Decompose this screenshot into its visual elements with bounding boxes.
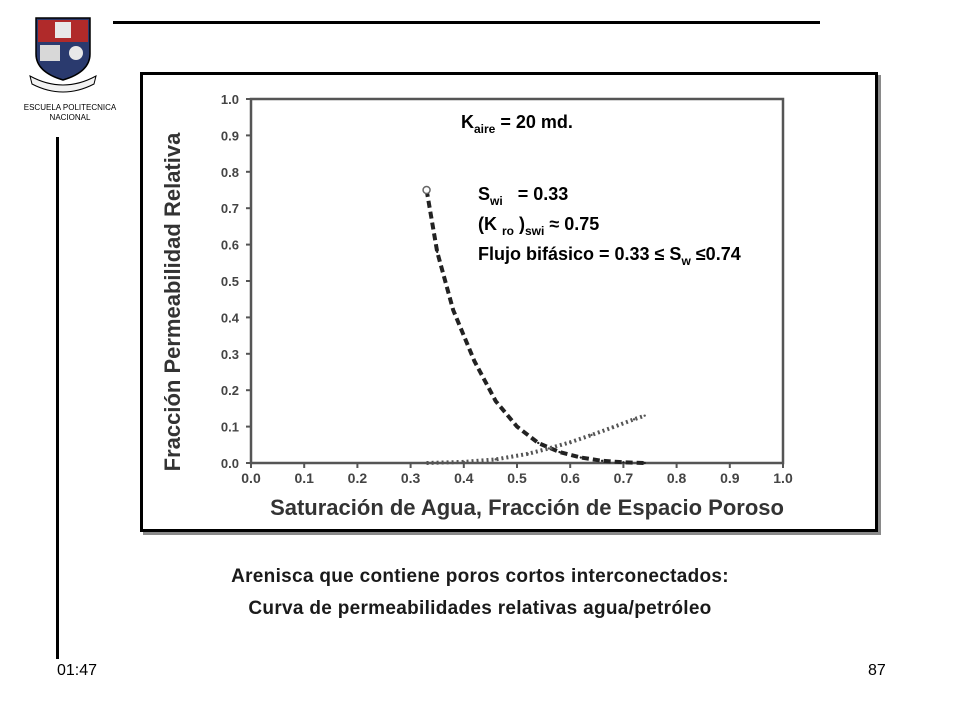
y-tick-label: 0.9	[221, 128, 239, 143]
data-point-series-1	[643, 461, 646, 465]
series-line-1	[424, 189, 645, 465]
data-point-series-2	[632, 418, 636, 421]
data-point-series-2	[462, 460, 465, 464]
data-point-series-1	[494, 399, 497, 403]
x-tick-label: 0.8	[667, 470, 687, 486]
y-tick-label: 0.2	[221, 383, 239, 398]
top-rule	[113, 21, 820, 24]
x-tick-label: 0.4	[454, 470, 474, 486]
caption-line2: Curva de permeabilidades relativas agua/…	[248, 598, 712, 619]
y-tick-label: 0.1	[221, 420, 239, 435]
kaire-annotation: Kaire = 20 md.	[461, 112, 573, 136]
data-point-series-1	[622, 461, 625, 464]
data-point-series-1	[515, 425, 519, 428]
x-tick-label: 1.0	[773, 470, 793, 486]
y-tick-label: 0.5	[221, 274, 239, 289]
flujo-annotation: Flujo bifásico = 0.33 ≤ Sw ≤0.74	[478, 244, 741, 268]
data-point-series-2	[526, 452, 529, 456]
institution-line1: ESCUELA POLITECNICA	[23, 103, 117, 112]
data-point-series-2	[590, 433, 593, 437]
y-tick-label: 0.8	[221, 165, 239, 180]
page-number: 87	[868, 662, 886, 679]
y-axis-label: Fracción Permeabilidad Relativa	[160, 132, 185, 471]
x-tick-label: 0.2	[348, 470, 368, 486]
y-tick-label: 0.4	[221, 310, 240, 325]
data-point-series-1	[579, 456, 583, 459]
data-point-series-2	[643, 414, 646, 417]
data-point-series-2	[611, 426, 614, 429]
data-point-series-1	[451, 308, 455, 312]
x-tick-label: 0.1	[294, 470, 314, 486]
start-point-marker	[422, 185, 431, 195]
relative-permeability-chart: Fracción Permeabilidad Relativa Saturaci…	[160, 92, 793, 520]
institution-name: ESCUELA POLITECNICA NACIONAL	[0, 103, 140, 123]
x-axis-label: Saturación de Agua, Fracción de Espacio …	[270, 495, 784, 520]
caption-line1: Arenisca que contiene poros cortos inter…	[231, 566, 729, 587]
data-point-series-2	[569, 441, 572, 444]
kro-annotation: (K ro )swi ≈ 0.75	[478, 214, 599, 238]
institution-logo	[29, 17, 97, 93]
x-tick-label: 0.7	[614, 470, 634, 486]
x-tick-label: 0.6	[560, 470, 580, 486]
x-tick-label: 0.3	[401, 470, 421, 486]
left-rule	[56, 137, 59, 659]
y-tick-label: 1.0	[221, 92, 239, 107]
chart-frame: Fracción Permeabilidad Relativa Saturaci…	[140, 72, 878, 532]
x-tick-label: 0.0	[241, 470, 261, 486]
x-tick-label: 0.5	[507, 470, 527, 486]
data-point-series-2	[494, 458, 497, 461]
y-tick-label: 0.7	[221, 201, 239, 216]
institution-line2: NACIONAL	[49, 113, 91, 122]
data-point-series-1	[436, 250, 439, 254]
data-point-series-2	[425, 461, 428, 465]
plot-area-border	[249, 97, 785, 465]
y-tick-label: 0.3	[221, 347, 239, 362]
y-tick-label: 0.0	[221, 456, 239, 471]
data-point-series-1	[558, 450, 561, 454]
data-point-series-1	[537, 441, 540, 445]
footer-time: 01:47	[57, 662, 98, 679]
x-tick-label: 0.9	[720, 470, 740, 486]
data-point-series-1	[600, 459, 604, 463]
y-tick-label: 0.6	[221, 238, 239, 253]
swi-annotation: Swi = 0.33	[478, 184, 568, 208]
data-point-series-1	[473, 359, 476, 363]
data-point-series-2	[547, 447, 551, 450]
